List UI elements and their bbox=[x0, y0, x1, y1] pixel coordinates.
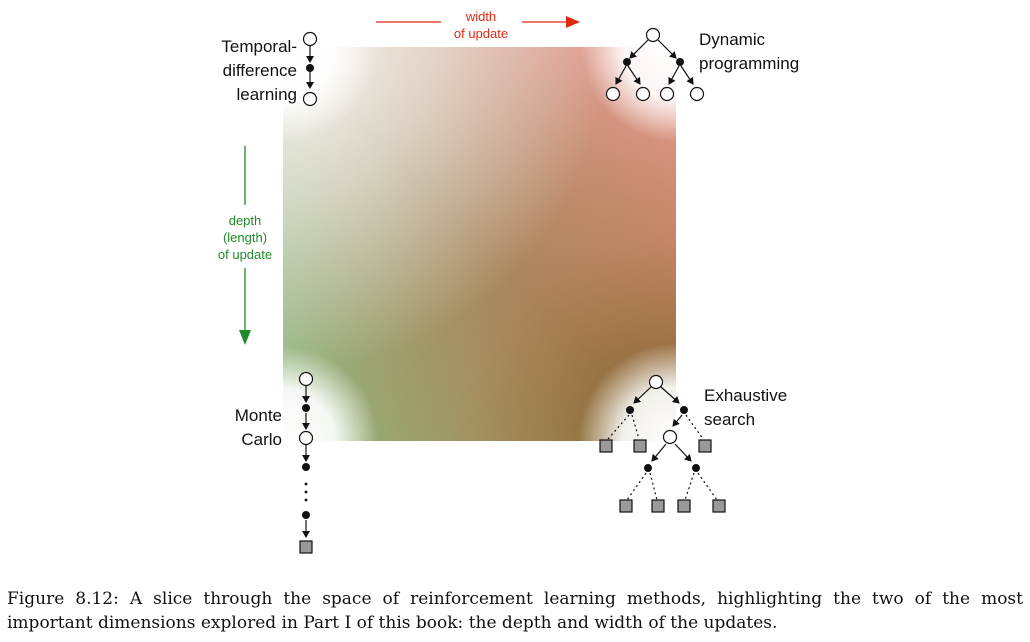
dp-leaf-node bbox=[635, 86, 651, 102]
dp-leaf-node bbox=[605, 86, 621, 102]
dp-label-line2: programming bbox=[699, 54, 799, 73]
es-backup-diagram bbox=[599, 374, 726, 513]
td-state-node bbox=[302, 31, 318, 47]
dp-leaf-node bbox=[659, 86, 675, 102]
td-label-line1: Temporal- bbox=[221, 37, 297, 56]
dp-action-node bbox=[623, 58, 631, 66]
mc-action-node bbox=[302, 511, 310, 519]
dp-corner: Dynamic programming bbox=[605, 27, 799, 102]
dp-label-line1: Dynamic bbox=[699, 30, 766, 49]
mc-action-node bbox=[302, 463, 310, 471]
td-label-line3: learning bbox=[237, 85, 298, 104]
td-next-state-node bbox=[302, 91, 318, 107]
td-corner-halo bbox=[283, 47, 378, 142]
es-corner: Exhaustive search bbox=[599, 374, 787, 513]
es-state-node bbox=[662, 429, 678, 445]
dp-leaf-node bbox=[689, 86, 705, 102]
mc-ellipsis-dot bbox=[304, 482, 308, 486]
mc-label-line1: Monte bbox=[235, 406, 282, 425]
es-action-node bbox=[692, 464, 700, 472]
dp-action-node bbox=[676, 58, 684, 66]
mc-action-node bbox=[302, 404, 310, 412]
width-axis: width of update bbox=[376, 9, 580, 41]
es-corner-halo bbox=[578, 343, 676, 441]
es-root-node bbox=[648, 374, 664, 390]
es-label-line2: search bbox=[704, 410, 755, 429]
depth-axis: depth (length) of update bbox=[218, 146, 272, 345]
method-space-square bbox=[283, 47, 676, 441]
es-action-node bbox=[680, 406, 688, 414]
es-terminal-node bbox=[651, 499, 665, 513]
mc-terminal-node bbox=[299, 540, 313, 554]
es-terminal-node bbox=[633, 439, 647, 453]
dp-backup-diagram bbox=[605, 27, 705, 102]
mc-ellipsis-dot bbox=[304, 490, 308, 494]
td-backup-diagram bbox=[302, 31, 318, 107]
es-terminal-node bbox=[599, 439, 613, 453]
es-label-line1: Exhaustive bbox=[704, 386, 787, 405]
dp-corner-halo bbox=[581, 47, 676, 142]
td-label-line2: difference bbox=[223, 61, 297, 80]
td-corner: Temporal- difference learning bbox=[221, 31, 318, 107]
mc-label-line2: Carlo bbox=[241, 430, 282, 449]
depth-axis-arrowhead bbox=[239, 330, 251, 345]
mc-ellipsis-dot bbox=[304, 498, 308, 502]
es-terminal-node bbox=[712, 499, 726, 513]
dp-root-node bbox=[645, 27, 661, 43]
td-action-node bbox=[306, 64, 314, 72]
width-axis-label-line1: width bbox=[465, 9, 496, 24]
mc-corner: Monte Carlo bbox=[235, 371, 314, 554]
depth-axis-label-line2: (length) bbox=[223, 230, 267, 245]
es-terminal-node bbox=[698, 439, 712, 453]
diagram-figure: width of update depth (length) of update… bbox=[218, 9, 799, 554]
es-action-node bbox=[626, 406, 634, 414]
depth-axis-label-line3: of update bbox=[218, 247, 272, 262]
depth-axis-label-line1: depth bbox=[229, 213, 262, 228]
mc-corner-halo bbox=[283, 346, 378, 441]
figure-caption: Figure 8.12: A slice through the space o… bbox=[7, 589, 1023, 633]
es-action-node bbox=[644, 464, 652, 472]
mc-state-node bbox=[298, 371, 314, 387]
mc-state-node bbox=[298, 430, 314, 446]
es-terminal-node bbox=[677, 499, 691, 513]
mc-backup-diagram bbox=[298, 371, 314, 554]
width-axis-label-line2: of update bbox=[454, 26, 508, 41]
es-terminal-node bbox=[619, 499, 633, 513]
width-axis-arrowhead bbox=[566, 16, 580, 28]
